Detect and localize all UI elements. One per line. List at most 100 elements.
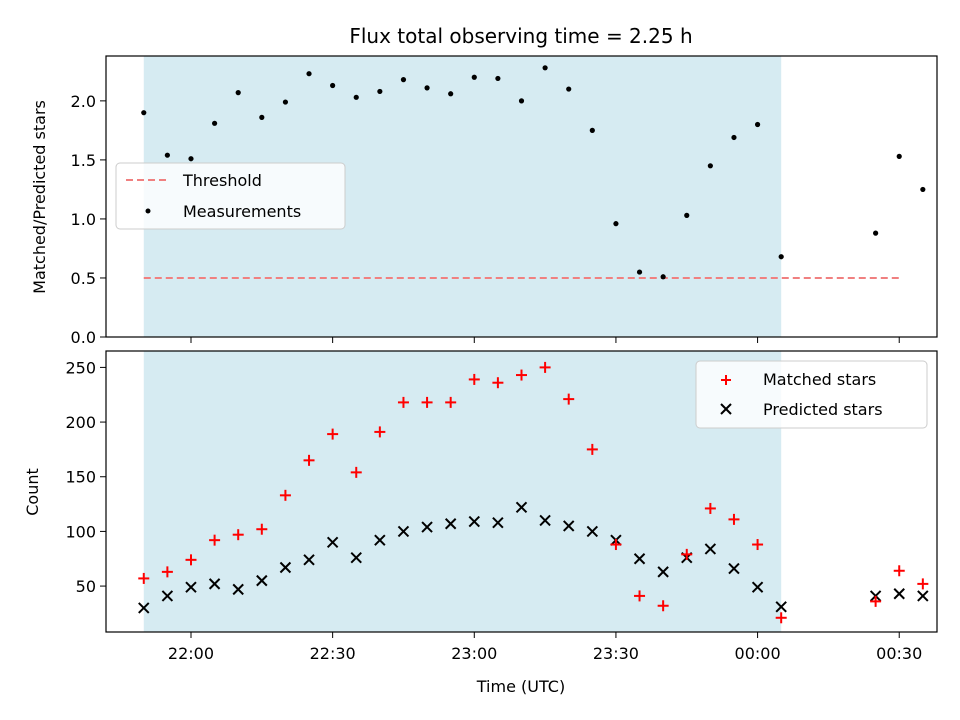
predicted-point [279, 561, 292, 574]
top-plot-frame [105, 55, 938, 338]
bottom-legend-box [695, 360, 928, 429]
measurement-point [920, 186, 926, 193]
measurement-point [471, 74, 477, 80]
top-legend: Threshold Measurements [115, 162, 346, 230]
measurement-point [873, 230, 879, 236]
predicted-point [185, 581, 197, 593]
measurement-point [211, 120, 218, 126]
measurement-point [400, 77, 407, 83]
matched-point [893, 565, 905, 577]
legend-measurements-swatch [145, 208, 151, 214]
measurement-points [141, 65, 926, 280]
measurement-point [330, 82, 336, 89]
measurement-point [896, 153, 902, 159]
matched-point [870, 595, 882, 607]
top-x-ticks [190, 337, 900, 343]
legend-matched-swatch [721, 375, 731, 385]
measurement-point [731, 134, 737, 141]
predicted-point [704, 543, 717, 555]
matched-point [586, 443, 598, 455]
matched-point [917, 578, 929, 590]
matched-point [256, 523, 268, 535]
observing-window-span [143, 351, 782, 632]
bottom-legend: Matched stars Predicted stars [695, 360, 928, 429]
measurement-point [448, 91, 454, 97]
predicted-point [256, 574, 268, 587]
matched-point [232, 529, 244, 541]
predicted-point [586, 525, 599, 538]
predicted-point [138, 602, 150, 614]
bottom-y-axis-label: Count [23, 468, 42, 516]
predicted-point [539, 514, 551, 527]
predicted-point [657, 566, 669, 578]
matched-point [728, 513, 740, 525]
matched-point [445, 396, 457, 408]
matched-point [563, 393, 575, 405]
predicted-point [421, 521, 433, 533]
y-tick-label: 50 [76, 577, 96, 596]
measurement-point [589, 127, 595, 133]
predicted-point [728, 562, 740, 575]
legend-predicted-label: Predicted stars [763, 400, 883, 419]
measurement-point [518, 98, 525, 104]
predicted-point [350, 551, 362, 564]
predicted-point [917, 590, 929, 602]
matched-point [374, 426, 386, 438]
measurement-point [377, 88, 383, 95]
matched-point [539, 361, 551, 373]
top-y-axis: 0.0 0.5 1.0 1.5 2.0 [71, 92, 106, 347]
predicted-point [563, 520, 575, 532]
matched-point [704, 502, 716, 514]
legend-threshold-label: Threshold [182, 171, 262, 190]
matched-point [468, 373, 480, 385]
matched-point [327, 428, 339, 440]
predicted-point [468, 515, 480, 528]
bottom-y-axis: 50 100 150 200 250 [65, 358, 106, 596]
x-tick-label: 00:00 [735, 644, 781, 663]
y-tick-label: 0.5 [71, 269, 96, 288]
measurement-point [164, 152, 170, 158]
matched-point [138, 572, 150, 584]
measurement-point [636, 269, 643, 275]
predicted-point [374, 534, 386, 546]
measurement-point [259, 114, 265, 120]
y-tick-label: 250 [65, 358, 96, 377]
matched-point [492, 377, 504, 389]
x-tick-label: 23:00 [451, 644, 497, 663]
top-panel: 0.00.51.01.52.0 Matched/Predicted stars … [30, 55, 938, 347]
predicted-point [775, 601, 787, 613]
predicted-point [397, 525, 410, 538]
x-tick-label: 23:30 [593, 644, 639, 663]
bottom-panel: 50 100 150 200 250 22:00 22:30 23:00 23:30 00:00… [23, 350, 938, 696]
predicted-point [444, 518, 457, 530]
measurement-point [424, 85, 430, 91]
y-tick-label: 1.0 [71, 210, 96, 229]
measurement-point [660, 274, 666, 280]
measurement-point [235, 90, 241, 96]
legend-measurements-label: Measurements [183, 202, 301, 221]
measurement-point [353, 94, 359, 100]
predicted-point [633, 553, 646, 565]
matched-point [516, 369, 527, 381]
matched-stars-points [138, 361, 929, 624]
y-tick-label: 200 [65, 413, 96, 432]
matched-point [752, 539, 764, 551]
matched-point [681, 548, 693, 560]
predicted-point [208, 578, 221, 590]
matched-point [397, 396, 409, 408]
matched-point [610, 539, 622, 551]
measurement-point [613, 221, 619, 227]
y-tick-label: 100 [65, 522, 96, 541]
matched-point [350, 466, 362, 478]
measurement-point [754, 121, 761, 128]
y-tick-label: 0.0 [71, 328, 96, 347]
y-tick-label: 2.0 [71, 92, 96, 111]
predicted-point [893, 588, 905, 600]
predicted-point [326, 536, 339, 549]
x-tick-label: 00:30 [876, 644, 922, 663]
top-y-axis-label: Matched/Predicted stars [30, 100, 49, 294]
x-axis-label: Time (UTC) [476, 677, 565, 696]
y-tick-label: 1.5 [71, 151, 96, 170]
bottom-x-axis: 22:00 22:30 23:00 23:30 00:00 00:30 [168, 632, 922, 663]
